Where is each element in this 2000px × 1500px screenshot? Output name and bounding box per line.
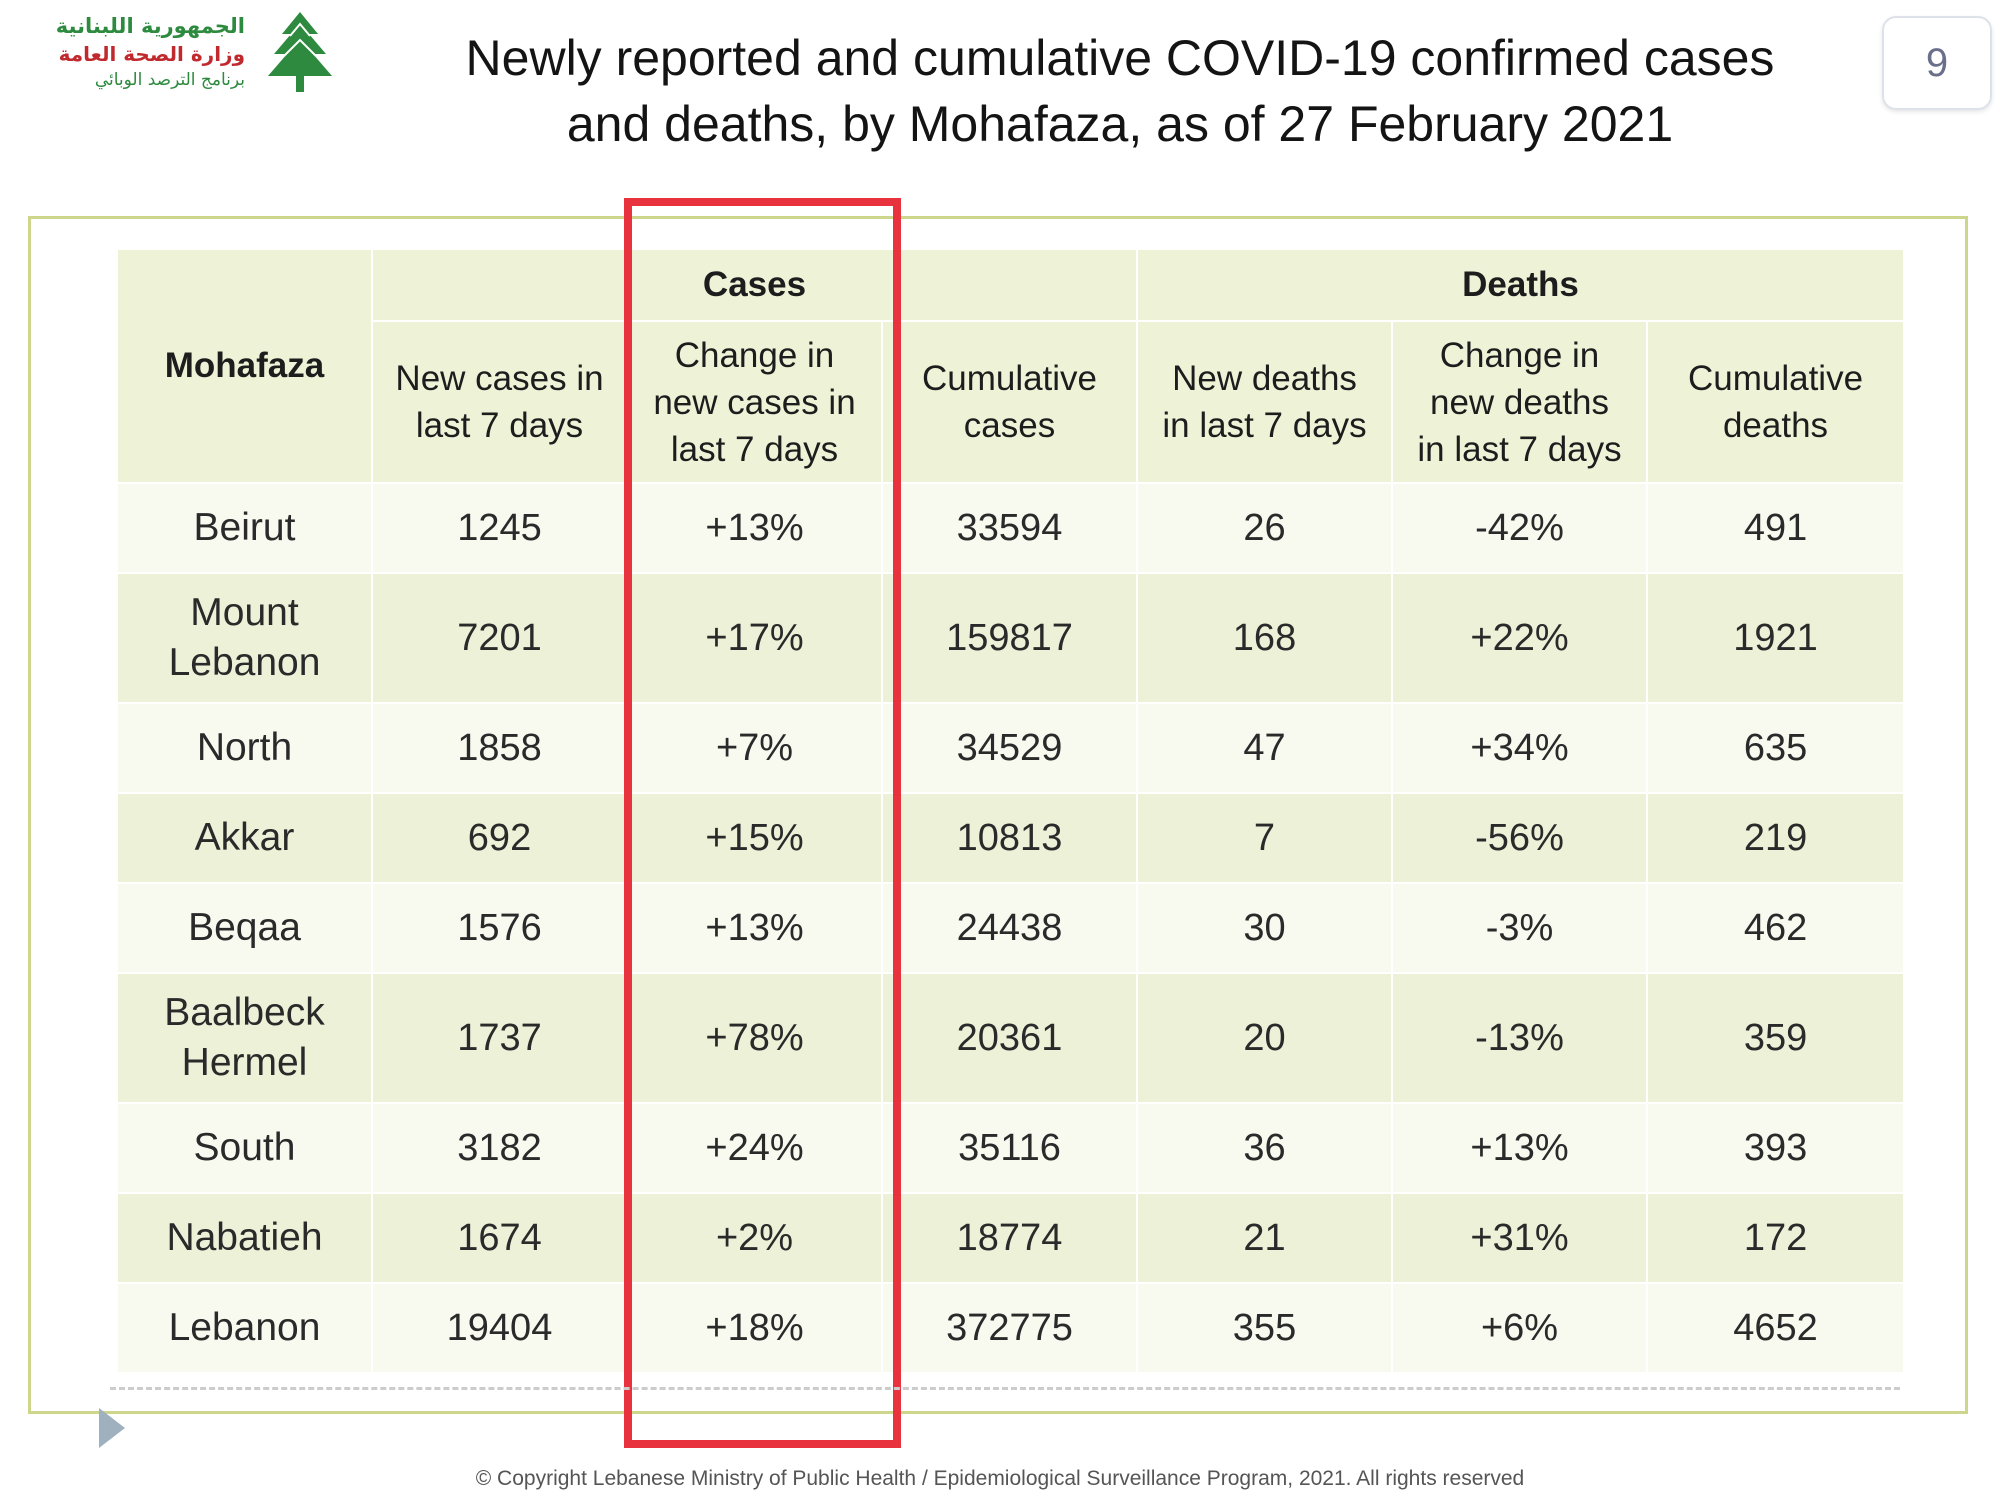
- content-frame: [28, 216, 1968, 1414]
- new-cases-cell: 1245: [371, 482, 628, 574]
- new-cases-cell: 1576: [371, 882, 628, 974]
- table-row: Beqaa 1576 +13% 24438 30 -3% 462: [116, 882, 1906, 974]
- new-deaths-cell: 355: [1136, 1282, 1393, 1374]
- new-cases-cell: 1858: [371, 702, 628, 794]
- title-line-1: Newly reported and cumulative COVID-19 c…: [465, 30, 1775, 86]
- new-deaths-cell: 26: [1136, 482, 1393, 574]
- mohafaza-name: Baalbeck Hermel: [116, 972, 373, 1104]
- cumulative-deaths-cell: 172: [1645, 1192, 1906, 1284]
- play-icon[interactable]: [99, 1408, 125, 1448]
- cumulative-cases-cell: 18774: [881, 1192, 1138, 1284]
- change-deaths-cell: -56%: [1391, 792, 1648, 884]
- new-cases-cell: 1737: [371, 972, 628, 1104]
- title-line-2: and deaths, by Mohafaza, as of 27 Februa…: [566, 96, 1674, 152]
- header-change-cases: Change in new cases in last 7 days: [626, 320, 883, 484]
- new-cases-cell: 1674: [371, 1192, 628, 1284]
- cumulative-deaths-cell: 1921: [1645, 572, 1906, 704]
- new-deaths-cell: 168: [1136, 572, 1393, 704]
- new-deaths-cell: 30: [1136, 882, 1393, 974]
- ministry-logo: الجمهورية اللبنانية وزارة الصحة العامة ب…: [22, 6, 342, 96]
- mohafaza-name: South: [116, 1102, 373, 1194]
- logo-line-program: برنامج الترصد الوبائي: [94, 70, 245, 90]
- mohafaza-name: Akkar: [116, 792, 373, 884]
- covid-table: Mohafaza Cases Deaths New cases in last 7…: [116, 248, 1906, 1374]
- header-new-cases: New cases in last 7 days: [371, 320, 628, 484]
- mohafaza-name: North: [116, 702, 373, 794]
- cumulative-cases-cell: 33594: [881, 482, 1138, 574]
- page-number-badge: 9: [1882, 16, 1992, 110]
- change-cases-cell: +17%: [626, 572, 883, 704]
- table-row: Nabatieh 1674 +2% 18774 21 +31% 172: [116, 1192, 1906, 1284]
- change-cases-cell: +18%: [626, 1282, 883, 1374]
- cumulative-cases-cell: 10813: [881, 792, 1138, 884]
- table-body: Beirut 1245 +13% 33594 26 -42% 491 Mount Lebanon…: [116, 482, 1906, 1374]
- cumulative-cases-cell: 159817: [881, 572, 1138, 704]
- header-cumulative-cases: Cumulative cases: [881, 320, 1138, 484]
- change-cases-cell: +2%: [626, 1192, 883, 1284]
- change-cases-cell: +13%: [626, 882, 883, 974]
- new-cases-cell: 3182: [371, 1102, 628, 1194]
- table-row: Beirut 1245 +13% 33594 26 -42% 491: [116, 482, 1906, 574]
- copyright-footer: © Copyright Lebanese Ministry of Public …: [475, 1467, 1525, 1490]
- header-cumulative-deaths: Cumulative deaths: [1645, 320, 1906, 484]
- mohafaza-name: Mount Lebanon: [116, 572, 373, 704]
- cumulative-deaths-cell: 491: [1645, 482, 1906, 574]
- mohafaza-name: Beirut: [116, 482, 373, 574]
- table-row: Mount Lebanon 7201 +17% 159817 168 +22% 1921: [116, 572, 1906, 704]
- cumulative-cases-cell: 20361: [881, 972, 1138, 1104]
- change-deaths-cell: -42%: [1391, 482, 1648, 574]
- header-mohafaza: Mohafaza: [116, 248, 373, 484]
- cumulative-deaths-cell: 4652: [1645, 1282, 1906, 1374]
- cedar-tree-icon: [268, 12, 332, 92]
- cumulative-deaths-cell: 219: [1645, 792, 1906, 884]
- cumulative-deaths-cell: 462: [1645, 882, 1906, 974]
- change-cases-cell: +78%: [626, 972, 883, 1104]
- new-cases-cell: 7201: [371, 572, 628, 704]
- new-deaths-cell: 7: [1136, 792, 1393, 884]
- header-cases: Cases: [371, 248, 1138, 322]
- logo-line-ministry: وزارة الصحة العامة: [58, 42, 245, 66]
- change-cases-cell: +7%: [626, 702, 883, 794]
- change-deaths-cell: +6%: [1391, 1282, 1648, 1374]
- header-deaths: Deaths: [1135, 248, 1906, 322]
- change-deaths-cell: +31%: [1391, 1192, 1648, 1284]
- dashed-divider: [110, 1387, 1900, 1390]
- change-deaths-cell: -13%: [1391, 972, 1648, 1104]
- new-deaths-cell: 47: [1136, 702, 1393, 794]
- header-change-deaths: Change in new deaths in last 7 days: [1391, 320, 1648, 484]
- cumulative-deaths-cell: 393: [1645, 1102, 1906, 1194]
- change-cases-cell: +24%: [626, 1102, 883, 1194]
- table-row: South 3182 +24% 35116 36 +13% 393: [116, 1102, 1906, 1194]
- change-deaths-cell: +13%: [1391, 1102, 1648, 1194]
- cumulative-deaths-cell: 359: [1645, 972, 1906, 1104]
- highlight-box: [624, 198, 901, 1448]
- slide-title: Newly reported and cumulative COVID-19 c…: [420, 25, 1820, 157]
- new-deaths-cell: 21: [1136, 1192, 1393, 1284]
- logo-line-republic: الجمهورية اللبنانية: [55, 14, 245, 38]
- new-deaths-cell: 20: [1136, 972, 1393, 1104]
- table-row: North 1858 +7% 34529 47 +34% 635: [116, 702, 1906, 794]
- header-new-deaths: New deaths in last 7 days: [1136, 320, 1393, 484]
- cumulative-cases-cell: 34529: [881, 702, 1138, 794]
- cumulative-cases-cell: 35116: [881, 1102, 1138, 1194]
- change-deaths-cell: +22%: [1391, 572, 1648, 704]
- change-deaths-cell: +34%: [1391, 702, 1648, 794]
- new-cases-cell: 19404: [371, 1282, 628, 1374]
- cumulative-deaths-cell: 635: [1645, 702, 1906, 794]
- change-deaths-cell: -3%: [1391, 882, 1648, 974]
- cumulative-cases-cell: 24438: [881, 882, 1138, 974]
- table-row: Akkar 692 +15% 10813 7 -56% 219: [116, 792, 1906, 884]
- change-cases-cell: +15%: [626, 792, 883, 884]
- mohafaza-name: Nabatieh: [116, 1192, 373, 1284]
- change-cases-cell: +13%: [626, 482, 883, 574]
- new-cases-cell: 692: [371, 792, 628, 884]
- mohafaza-name: Beqaa: [116, 882, 373, 974]
- mohafaza-name: Lebanon: [116, 1282, 373, 1374]
- cumulative-cases-cell: 372775: [881, 1282, 1138, 1374]
- table-row: Lebanon 19404 +18% 372775 355 +6% 4652: [116, 1282, 1906, 1374]
- new-deaths-cell: 36: [1136, 1102, 1393, 1194]
- table-row: Baalbeck Hermel 1737 +78% 20361 20 -13% 359: [116, 972, 1906, 1104]
